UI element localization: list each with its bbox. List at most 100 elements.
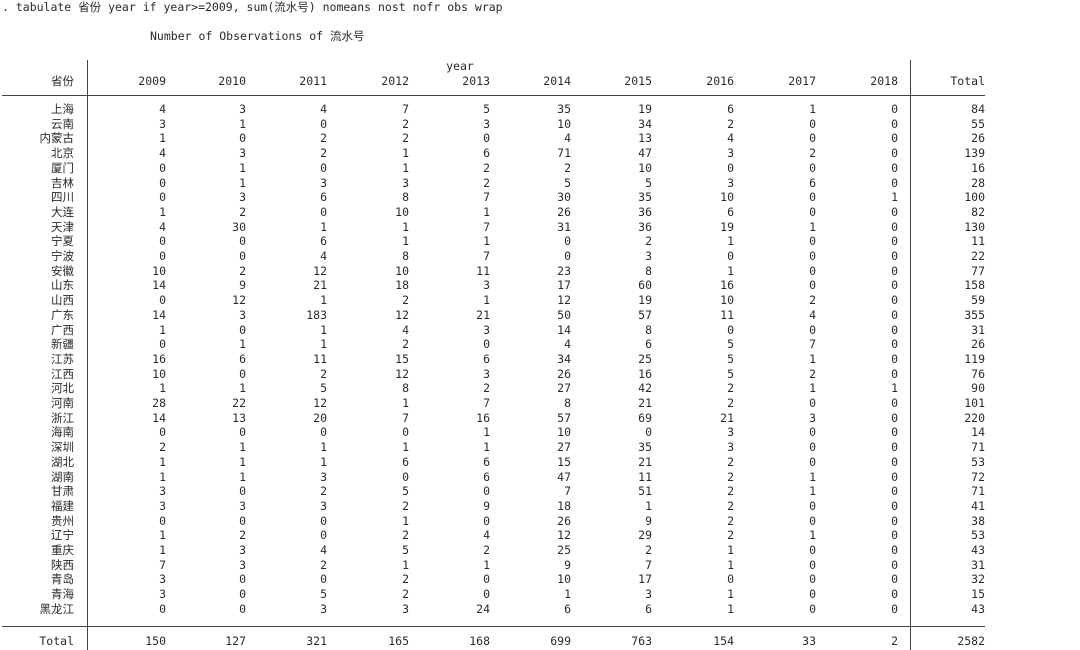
table-cell: 3 [727,440,734,455]
table-cell: 6 [320,190,327,205]
column-total: 763 [631,634,652,648]
table-cell: 0 [809,440,816,455]
table-cell: 20 [313,410,327,425]
table-cell: 2 [402,498,409,513]
table-cell: 0 [239,572,246,587]
table-cell: 0 [891,116,898,131]
row-total: 22 [971,249,985,263]
table-cell: 10 [152,366,166,381]
table-cell: 51 [638,484,652,499]
table-cell: 1 [239,469,246,484]
table-cell: 0 [483,484,490,499]
table-cell: 2 [645,543,652,557]
table-cell: 5 [483,102,490,116]
table-cell: 1 [483,234,490,249]
row-total: 130 [964,219,985,234]
table-cell: 5 [320,381,327,396]
table-cell: 2 [727,484,734,499]
table-cell: 21 [720,410,734,425]
row-total: 76 [971,366,985,381]
table-cell: 2 [809,146,816,161]
table-cell: 18 [557,498,571,513]
table-cell: 1 [727,587,734,602]
row-total: 14 [971,425,985,440]
table-cell: 0 [564,234,571,249]
table-cell: 8 [564,396,571,410]
province-label: 青海 [51,587,74,602]
table-cell: 3 [239,307,246,322]
row-total: 28 [971,175,985,190]
table-cell: 6 [727,102,734,116]
table-cell: 2 [239,263,246,278]
grand-total: 2582 [957,634,985,648]
table-cell: 6 [402,454,409,469]
table-cell: 0 [809,396,816,410]
table-cell: 1 [891,381,898,396]
table-cell: 0 [891,234,898,249]
table-cell: 35 [557,102,571,116]
province-label: 安徽 [51,263,74,278]
table-cell: 2 [727,396,734,410]
table-cell: 6 [320,234,327,249]
table-cell: 7 [402,102,409,116]
column-total: 321 [306,634,327,648]
table-cell: 0 [239,601,246,616]
table-cell: 0 [891,293,898,308]
table-cell: 0 [891,102,898,116]
table-cell: 69 [638,410,652,425]
table-cell: 0 [564,249,571,263]
table-cell: 2 [727,469,734,484]
table-cell: 4 [159,146,166,161]
table-cell: 0 [727,572,734,587]
totals-label: Total [39,634,74,648]
table-cell: 10 [720,190,734,205]
table-cell: 4 [320,102,327,116]
table-cell: 5 [727,351,734,366]
table-cell: 1 [402,513,409,528]
province-label: 甘肃 [51,484,74,499]
table-cell: 0 [809,543,816,557]
table-cell: 1 [159,528,166,543]
year-header: 2011 [299,74,327,88]
table-cell: 5 [402,484,409,499]
table-cell: 3 [320,498,327,513]
table-cell: 0 [239,249,246,263]
table-cell: 47 [638,146,652,161]
table-cell: 26 [557,204,571,219]
table-cell: 1 [320,440,327,455]
table-cell: 0 [891,557,898,572]
table-cell: 1 [159,469,166,484]
table-cell: 1 [239,440,246,455]
table-cell: 2 [727,513,734,528]
table-cell: 27 [557,381,571,396]
row-total: 101 [964,396,985,410]
table-cell: 10 [152,263,166,278]
table-cell: 0 [891,351,898,366]
table-cell: 14 [152,307,166,322]
province-label: 浙江 [51,410,74,425]
table-cell: 2 [645,234,652,249]
table-cell: 3 [645,249,652,263]
table-cell: 3 [483,366,490,381]
table-cell: 17 [638,572,652,587]
table-cell: 0 [727,249,734,263]
table-cell: 0 [891,160,898,175]
table-cell: 12 [313,396,327,410]
year-header: 2010 [218,74,246,88]
row-total: 77 [971,263,985,278]
table-cell: 36 [638,219,652,234]
table-cell: 1 [402,146,409,161]
table-cell: 0 [159,601,166,616]
table-cell: 9 [239,278,246,293]
year-header: 2017 [788,74,816,88]
table-cell: 0 [239,131,246,146]
table-cell: 28 [152,396,166,410]
table-cell: 1 [239,337,246,352]
table-cell: 1 [402,234,409,249]
table-cell: 0 [809,601,816,616]
table-cell: 2 [320,146,327,161]
row-total: 71 [971,440,985,455]
table-cell: 2 [402,337,409,352]
table-cell: 2 [483,160,490,175]
table-cell: 3 [159,587,166,602]
